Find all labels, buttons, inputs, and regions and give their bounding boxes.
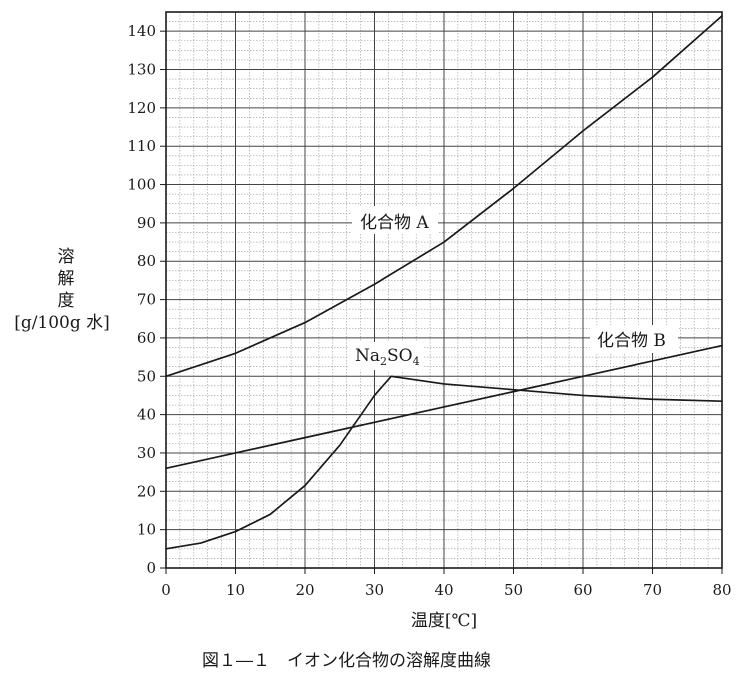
x-tick-label: 80 — [712, 581, 731, 599]
series-label-compound-b: 化合物 B — [597, 331, 666, 351]
series-label-na2so4: Na2SO4 — [355, 346, 420, 368]
y-tick-label: 0 — [146, 559, 156, 577]
y-tick-label: 100 — [127, 176, 156, 194]
na2so4-label-so: SO — [387, 346, 413, 366]
figure-caption: 図１―１ イオン化合物の溶解度曲線 — [202, 651, 491, 671]
y-tick-label: 120 — [127, 99, 156, 117]
y-tick-label: 20 — [137, 482, 156, 500]
x-tick-label: 60 — [573, 581, 592, 599]
y-tick-label: 40 — [137, 406, 156, 424]
series-line-compound-b — [165, 344, 723, 470]
y-tick-label: 110 — [127, 137, 156, 155]
x-tick-label: 10 — [226, 581, 245, 599]
y-axis-title-line-1: 溶 — [58, 247, 75, 267]
y-tick-label: 90 — [137, 214, 156, 232]
series-line-na2so4 — [165, 375, 723, 550]
series-lines — [165, 14, 723, 550]
y-tick-label: 30 — [137, 444, 156, 462]
x-axis-ticks: 0 10 20 30 40 50 60 70 80 — [161, 568, 732, 599]
x-tick-label: 0 — [161, 581, 171, 599]
na2so4-label-na: Na — [355, 346, 380, 366]
x-axis-title: 温度[℃] — [411, 611, 477, 631]
y-tick-label: 60 — [137, 329, 156, 347]
y-axis-title-line-3: 度 — [58, 291, 75, 311]
y-tick-label: 80 — [137, 252, 156, 270]
grid-major — [165, 12, 723, 569]
x-tick-label: 50 — [504, 581, 523, 599]
y-axis-title-line-2: 解 — [58, 269, 75, 289]
y-tick-label: 50 — [137, 367, 156, 385]
series-label-compound-a: 化合物 A — [360, 213, 429, 233]
y-tick-label: 140 — [127, 22, 156, 40]
x-tick-label: 70 — [643, 581, 662, 599]
y-tick-label: 10 — [137, 521, 156, 539]
series-line-compound-a — [165, 14, 723, 378]
y-tick-label: 130 — [127, 61, 156, 79]
x-tick-label: 40 — [434, 581, 453, 599]
x-tick-label: 30 — [365, 581, 384, 599]
label-b-background — [590, 325, 678, 353]
grid-minor — [166, 11, 722, 568]
y-tick-label: 70 — [137, 291, 156, 309]
label-na2so4-background — [348, 342, 424, 370]
na2so4-label-sub-4: 4 — [413, 355, 420, 368]
label-a-background — [352, 206, 438, 234]
na2so4-label-sub-2: 2 — [380, 355, 387, 368]
x-tick-label: 20 — [295, 581, 314, 599]
y-axis-title-line-4: [g/100g 水] — [14, 313, 110, 333]
y-axis-ticks: 0 10 20 30 40 50 60 70 80 90 100 110 120 130 140 — [127, 22, 166, 577]
